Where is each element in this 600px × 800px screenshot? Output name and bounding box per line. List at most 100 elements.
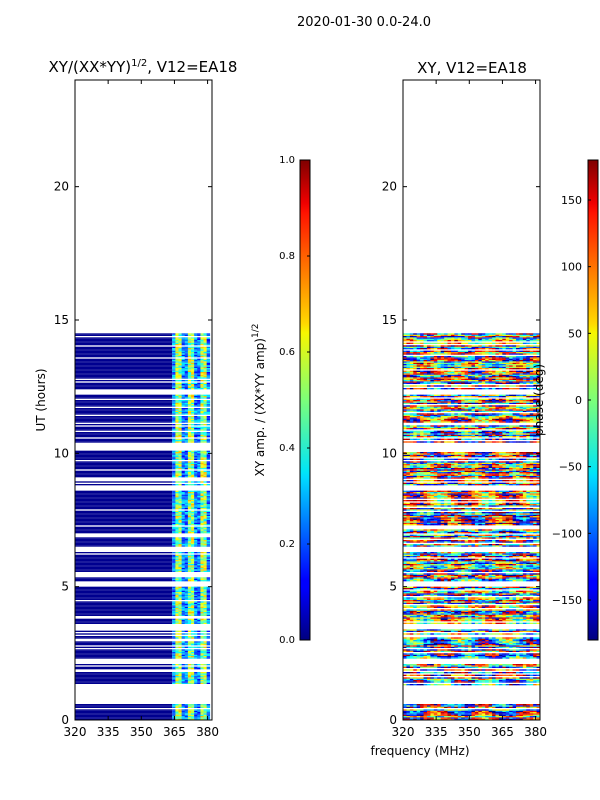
heatmap-cell — [178, 705, 182, 707]
heatmap-cell — [181, 657, 186, 659]
heatmap-cell — [512, 598, 517, 600]
heatmap-cell — [502, 674, 507, 676]
heatmap-cell — [206, 420, 211, 422]
heatmap-cell — [474, 642, 479, 644]
heatmap-cell — [420, 656, 424, 658]
heatmap-cell — [485, 717, 489, 719]
heatmap-cell — [505, 705, 510, 707]
heatmap-cell — [206, 376, 211, 378]
heatmap-cell — [426, 640, 431, 642]
heatmap-cell — [437, 657, 441, 659]
heatmap-cell — [187, 556, 192, 558]
heatmap-cell — [175, 605, 179, 607]
x-tick-label: 335 — [97, 725, 120, 739]
heatmap-cell — [178, 457, 182, 459]
heatmap-cell — [203, 604, 207, 606]
heatmap-cell — [416, 640, 421, 642]
heatmap-cell — [203, 504, 207, 506]
heatmap-cell — [423, 709, 428, 711]
heatmap-cell — [178, 502, 182, 504]
heatmap-cell — [172, 541, 176, 543]
heatmap-cell — [505, 609, 510, 611]
heatmap-cell — [184, 712, 189, 714]
heatmap-cell — [474, 716, 479, 718]
heatmap-cell — [191, 394, 195, 396]
heatmap-cell — [184, 602, 189, 604]
heatmap-cell — [191, 334, 195, 336]
heatmap-cell — [454, 646, 459, 648]
heatmap-cell — [172, 436, 176, 438]
heatmap-cell — [191, 373, 195, 375]
heatmap-cell — [403, 600, 407, 602]
heatmap-cell — [450, 645, 455, 647]
heatmap-cell — [474, 637, 479, 639]
heatmap-cell — [536, 602, 540, 604]
heatmap-cell — [175, 650, 179, 652]
heatmap-cell — [444, 638, 448, 640]
heatmap-cell — [191, 513, 195, 515]
heatmap-cell — [184, 454, 189, 456]
heatmap-cell — [75, 440, 173, 442]
heatmap-cell — [175, 370, 179, 372]
heatmap-cell — [536, 637, 540, 639]
heatmap-cell — [175, 465, 179, 467]
heatmap-cell — [200, 596, 204, 598]
heatmap-cell — [450, 717, 455, 719]
heatmap-cell — [454, 677, 459, 679]
heatmap-cell — [181, 400, 186, 402]
heatmap-cell — [420, 650, 424, 652]
heatmap-cell — [502, 633, 507, 635]
heatmap-cell — [175, 436, 179, 438]
heatmap-cell — [495, 709, 500, 711]
heatmap-cell — [191, 360, 195, 362]
heatmap-cell — [468, 664, 472, 666]
heatmap-cell — [178, 594, 182, 596]
heatmap-cell — [75, 405, 173, 407]
heatmap-cell — [423, 600, 428, 602]
heatmap-cell — [181, 554, 186, 556]
heatmap-cell — [533, 674, 537, 676]
heatmap-cell — [416, 669, 421, 671]
heatmap-cell — [175, 484, 179, 486]
heatmap-cell — [194, 490, 198, 492]
heatmap-cell — [181, 680, 186, 682]
heatmap-cell — [206, 545, 211, 547]
heatmap-cell — [178, 633, 182, 635]
heatmap-cell — [200, 429, 204, 431]
heatmap-cell — [194, 496, 198, 498]
heatmap-cell — [200, 401, 204, 403]
heatmap-cell — [175, 544, 179, 546]
heatmap-cell — [464, 606, 469, 608]
heatmap-cell — [536, 657, 540, 659]
heatmap-cell — [444, 617, 448, 619]
heatmap-cell — [187, 364, 192, 366]
heatmap-cell — [194, 612, 198, 614]
heatmap-cell — [433, 672, 438, 674]
heatmap-cell — [200, 453, 204, 455]
heatmap-cell — [502, 600, 507, 602]
heatmap-cell — [181, 377, 186, 379]
heatmap-cell — [206, 544, 211, 546]
heatmap-cell — [194, 562, 198, 564]
heatmap-cell — [533, 644, 537, 646]
heatmap-cell — [75, 652, 173, 654]
heatmap-cell — [175, 710, 179, 712]
heatmap-cell — [533, 666, 537, 668]
heatmap-cell — [512, 645, 517, 647]
heatmap-cell — [191, 432, 195, 434]
heatmap-cell — [175, 646, 179, 648]
heatmap-cell — [206, 436, 211, 438]
heatmap-cell — [478, 649, 483, 651]
heatmap-cell — [502, 669, 507, 671]
heatmap-cell — [191, 468, 195, 470]
heatmap-cell — [191, 348, 195, 350]
heatmap-cell — [519, 677, 524, 679]
heatmap-cell — [187, 641, 192, 643]
heatmap-cell — [184, 680, 189, 682]
heatmap-cell — [454, 644, 459, 646]
heatmap-cell — [206, 338, 211, 340]
heatmap-cell — [516, 629, 520, 631]
heatmap-cell — [187, 716, 192, 718]
heatmap-cell — [75, 681, 173, 683]
heatmap-cell — [516, 617, 520, 619]
